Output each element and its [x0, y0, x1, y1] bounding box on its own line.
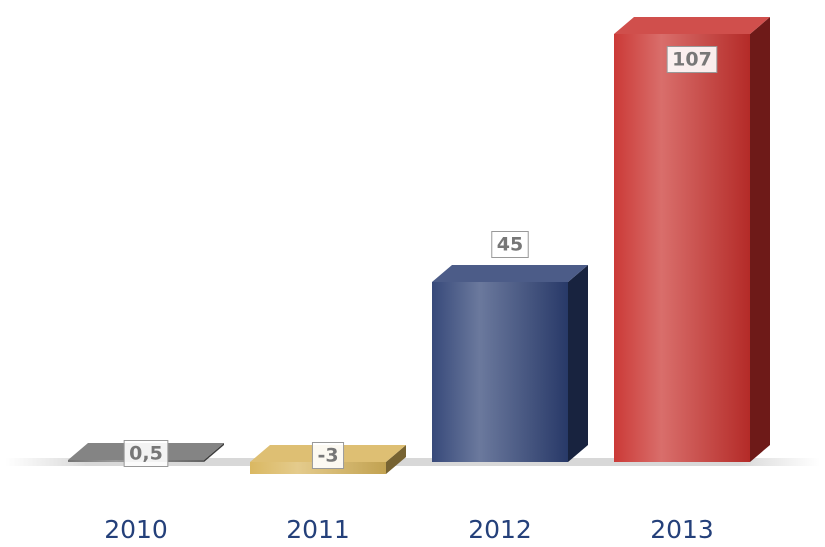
value-label-box: [491, 231, 529, 258]
value-label: 45: [491, 231, 529, 258]
x-tick-label: 2013: [650, 515, 714, 544]
bar-side: [750, 17, 770, 462]
value-label-text: 45: [497, 234, 523, 256]
value-label: 0,5: [123, 440, 169, 467]
value-label-box: [311, 442, 345, 469]
value-label-box: [666, 46, 718, 73]
bar-top: [432, 265, 588, 282]
bar-side: [386, 445, 406, 474]
baseline: [5, 458, 820, 466]
x-tick-label: 2011: [286, 515, 350, 544]
bar-side: [568, 265, 588, 462]
x-tick-label: 2012: [468, 515, 532, 544]
value-label-box: [123, 440, 169, 467]
bar-side: [204, 443, 224, 462]
value-label: 107: [666, 46, 718, 73]
x-tick-label: 2010: [104, 515, 168, 544]
value-label-text: 107: [672, 49, 712, 71]
bar-top: [614, 17, 770, 34]
bar: [432, 282, 568, 462]
bar: [614, 34, 750, 462]
value-label: -3: [311, 442, 345, 469]
value-label-text: 0,5: [129, 443, 163, 465]
value-label-text: -3: [317, 445, 338, 467]
